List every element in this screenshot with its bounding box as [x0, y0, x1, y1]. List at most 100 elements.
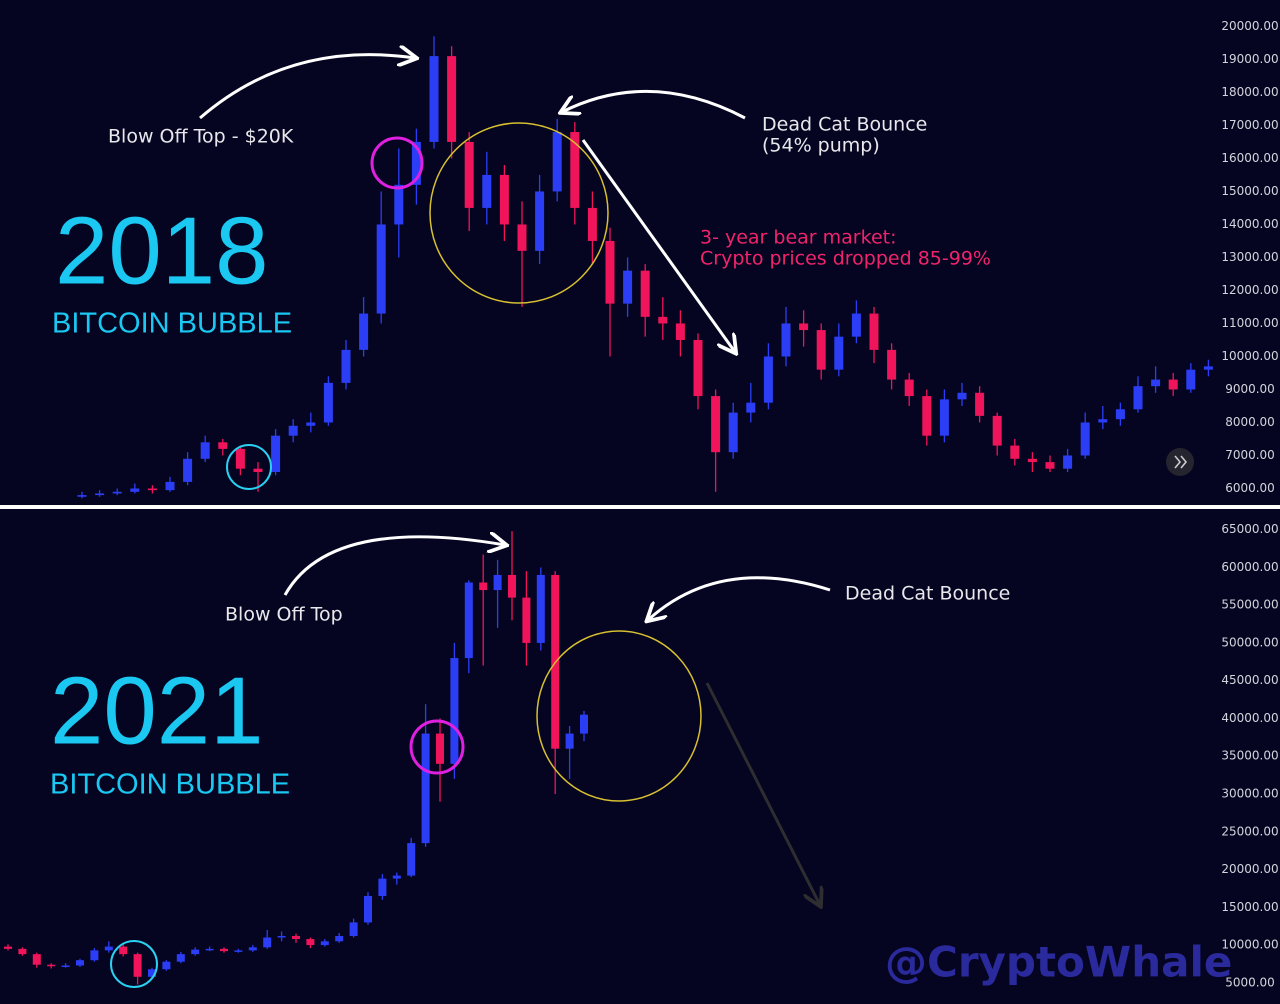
candle-body [95, 493, 105, 496]
candle-body [205, 948, 214, 951]
candle-body [1027, 458, 1037, 463]
candle-body [1010, 445, 1020, 459]
y-tick-label: 20000.00 [1221, 862, 1278, 876]
candle-body [552, 132, 562, 192]
y-tick-label: 35000.00 [1221, 749, 1278, 763]
highlight-circle [429, 122, 609, 304]
watermark: @CryptoWhale [885, 938, 1232, 987]
y-tick-label: 20000.00 [1221, 19, 1278, 33]
candle-body [479, 582, 488, 591]
candle-body [130, 488, 140, 492]
annotation: Blow Off Top [225, 604, 343, 626]
candle-body [288, 425, 298, 436]
y-tick-label: 8000.00 [1225, 415, 1275, 429]
y-tick-label: 25000.00 [1221, 824, 1278, 838]
candle-body [376, 224, 386, 314]
y-tick-label: 40000.00 [1221, 711, 1278, 725]
candle-body [1151, 379, 1161, 387]
candle-body [32, 954, 41, 965]
y-tick-label: 9000.00 [1225, 382, 1275, 396]
arrow [562, 89, 746, 120]
panel-title: 2021 [50, 657, 264, 764]
candle-body [781, 323, 791, 357]
candle-body [1133, 386, 1143, 410]
candle-body [1186, 369, 1196, 390]
y-tick-label: 60000.00 [1221, 560, 1278, 574]
candle-body [605, 240, 615, 304]
candle-body [450, 658, 459, 764]
y-tick-label: 65000.00 [1221, 522, 1278, 536]
candle-body [975, 392, 985, 416]
highlight-circle [370, 136, 424, 190]
y-tick-label: 14000.00 [1221, 217, 1278, 231]
panel-subtitle: BITCOIN BUBBLE [52, 308, 292, 340]
candle-body [4, 946, 12, 949]
annotation: (54% pump) [762, 135, 880, 157]
y-tick-label: 7000.00 [1225, 448, 1275, 462]
candle-body [1098, 419, 1108, 423]
candle-body [939, 399, 949, 436]
arrow [581, 139, 735, 352]
candle-body [407, 843, 416, 876]
candle-body [277, 936, 286, 938]
y-tick-label: 15000.00 [1221, 184, 1278, 198]
candle-body [1045, 462, 1055, 469]
candle-body [165, 481, 175, 491]
highlight-circle [110, 940, 158, 988]
candle-body [378, 878, 387, 896]
panel-title: 2018 [55, 197, 269, 304]
y-tick-label: 13000.00 [1221, 250, 1278, 264]
candle-body [922, 396, 932, 436]
candle-body [834, 336, 844, 370]
candle-body [235, 448, 245, 469]
candle-body [364, 895, 372, 923]
candle-body [200, 442, 210, 459]
candle-body [851, 313, 861, 337]
candle-body [992, 415, 1002, 446]
candle-body [464, 141, 474, 208]
candle-body [341, 349, 351, 383]
candle-body [447, 56, 457, 142]
candle-body [887, 349, 897, 380]
candle-body [746, 402, 756, 413]
candle-body [61, 965, 70, 967]
candle-body [394, 184, 404, 225]
candle-body [1080, 422, 1090, 456]
y-tick-label: 16000.00 [1221, 151, 1278, 165]
y-tick-label: 19000.00 [1221, 52, 1278, 66]
highlight-circle [409, 719, 465, 775]
candle-body [482, 174, 492, 208]
arrow [648, 576, 831, 620]
candle-body [335, 936, 344, 942]
arrow [283, 537, 505, 596]
y-tick-label: 11000.00 [1221, 316, 1278, 330]
candle-body [429, 56, 439, 142]
highlight-circle [536, 630, 702, 802]
candle-body [18, 948, 27, 955]
annotation: Dead Cat Bounce [762, 114, 927, 136]
candle-body [1168, 379, 1178, 390]
y-tick-label: 17000.00 [1221, 118, 1278, 132]
candle-body [323, 382, 333, 423]
y-tick-label: 50000.00 [1221, 635, 1278, 649]
candle-body [306, 422, 316, 426]
candle-body [869, 313, 879, 350]
candle-body [1063, 455, 1073, 469]
candle-body [587, 207, 597, 241]
candle-body [570, 132, 580, 208]
y-tick-label: 18000.00 [1221, 85, 1278, 99]
candle-body [421, 733, 430, 844]
candle-body [392, 875, 401, 879]
candle-body [728, 412, 738, 453]
y-tick-label: 10000.00 [1221, 938, 1278, 952]
candle-body [253, 468, 263, 472]
arrow [705, 682, 820, 905]
candle-body [176, 954, 185, 962]
annotation: 3- year bear market: [700, 227, 897, 249]
candle-body [565, 733, 574, 749]
candle-body [1115, 409, 1125, 420]
candle-body [76, 960, 84, 966]
candle-body [904, 379, 914, 397]
